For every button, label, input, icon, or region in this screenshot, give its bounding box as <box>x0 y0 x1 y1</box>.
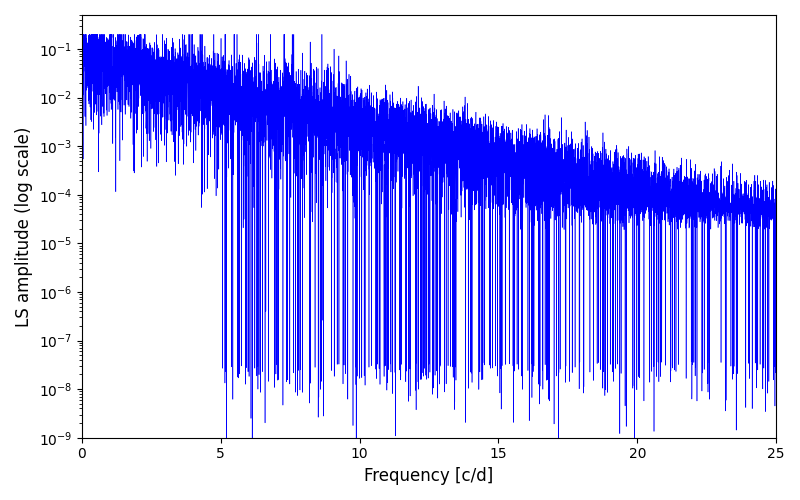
X-axis label: Frequency [c/d]: Frequency [c/d] <box>364 467 494 485</box>
Y-axis label: LS amplitude (log scale): LS amplitude (log scale) <box>15 126 33 326</box>
